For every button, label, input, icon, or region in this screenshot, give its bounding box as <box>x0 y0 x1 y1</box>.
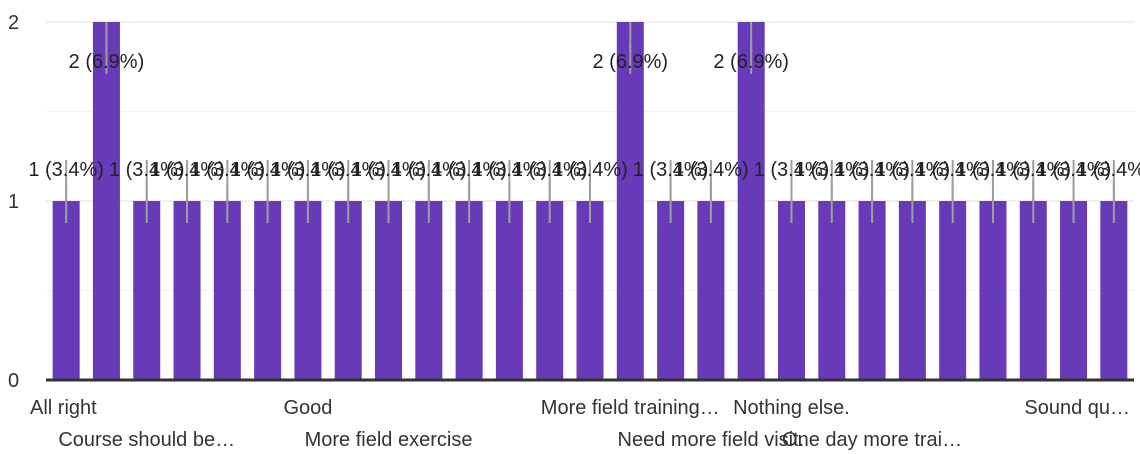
data-label: 2 (6.9%) <box>713 51 789 73</box>
data-label: 1 (3.4%) <box>310 159 386 181</box>
bar <box>697 201 725 380</box>
bar <box>657 201 685 380</box>
bar <box>455 201 483 380</box>
bar <box>133 201 161 380</box>
bar <box>536 201 564 380</box>
bar <box>294 201 322 380</box>
y-tick-label: 2 <box>8 12 19 34</box>
x-tick-label: Good <box>283 397 332 419</box>
bar <box>334 201 362 380</box>
x-tick-label: More field training… <box>541 397 720 419</box>
x-axis-ticks: All right Course should be… Good More field… <box>30 397 1130 451</box>
data-label: 1 (3.4%) <box>633 159 709 181</box>
data-label: 1 (3.4%) <box>351 159 427 181</box>
bar <box>858 201 886 380</box>
bar <box>616 22 644 380</box>
bar <box>1019 201 1047 380</box>
data-label: 1 (3.4%) <box>794 159 870 181</box>
data-label: 1 (3.4%) <box>472 159 548 181</box>
data-label: 2 (6.9%) <box>592 51 668 73</box>
data-label: 1 (3.4%) <box>431 159 507 181</box>
data-label: 1 (3.4%) <box>754 159 830 181</box>
data-label: 1 (3.4%) <box>834 159 910 181</box>
bar <box>173 201 201 380</box>
bar <box>898 201 926 380</box>
data-label: 1 (3.4%) <box>270 159 346 181</box>
bar <box>254 201 282 380</box>
bar <box>576 201 604 380</box>
data-label: 1 (3.4%) <box>875 159 951 181</box>
data-label: 1 (3.4%) <box>915 159 991 181</box>
bar <box>92 22 120 380</box>
bar <box>1100 201 1128 380</box>
data-labels: 1 (3.4%)2 (6.9%)1 (3.4%)1 (3.4%)1 (3.4%)… <box>28 22 1140 223</box>
data-label: 1 (3.4%) <box>552 159 628 181</box>
bar <box>737 22 765 380</box>
x-tick-label: One day more trai… <box>782 429 962 451</box>
bar <box>818 201 846 380</box>
data-label: 1 (3.4%) <box>230 159 306 181</box>
data-label: 1 (3.4%) <box>955 159 1031 181</box>
bar <box>939 201 967 380</box>
x-tick-label: Nothing else. <box>733 397 850 419</box>
x-tick-label: Need more field visit. <box>618 429 805 451</box>
data-label: 1 (3.4%) <box>190 159 266 181</box>
data-label: 1 (3.4%) <box>109 159 185 181</box>
y-axis-ticks: 0 1 2 <box>8 12 19 392</box>
data-label: 1 (3.4%) <box>995 159 1071 181</box>
x-tick-label: Course should be… <box>58 429 235 451</box>
data-label: 1 (3.4%) <box>673 159 749 181</box>
data-label: 1 (3.4%) <box>1076 159 1140 181</box>
x-tick-label: Sound qu… <box>1024 397 1130 419</box>
bar <box>52 201 80 380</box>
data-label: 1 (3.4%) <box>391 159 467 181</box>
bar <box>213 201 241 380</box>
data-label: 1 (3.4%) <box>149 159 225 181</box>
bar <box>777 201 805 380</box>
x-tick-label: All right <box>30 397 97 419</box>
bars <box>52 22 1128 380</box>
x-tick-label: More field exercise <box>305 429 473 451</box>
bar <box>979 201 1007 380</box>
bar <box>1060 201 1088 380</box>
data-label: 1 (3.4%) <box>28 159 104 181</box>
bar <box>375 201 403 380</box>
y-tick-label: 0 <box>8 370 19 392</box>
data-label: 1 (3.4%) <box>1036 159 1112 181</box>
data-label: 1 (3.4%) <box>512 159 588 181</box>
bar <box>495 201 523 380</box>
data-label: 2 (6.9%) <box>69 51 145 73</box>
bar <box>415 201 443 380</box>
y-tick-label: 1 <box>8 191 19 213</box>
